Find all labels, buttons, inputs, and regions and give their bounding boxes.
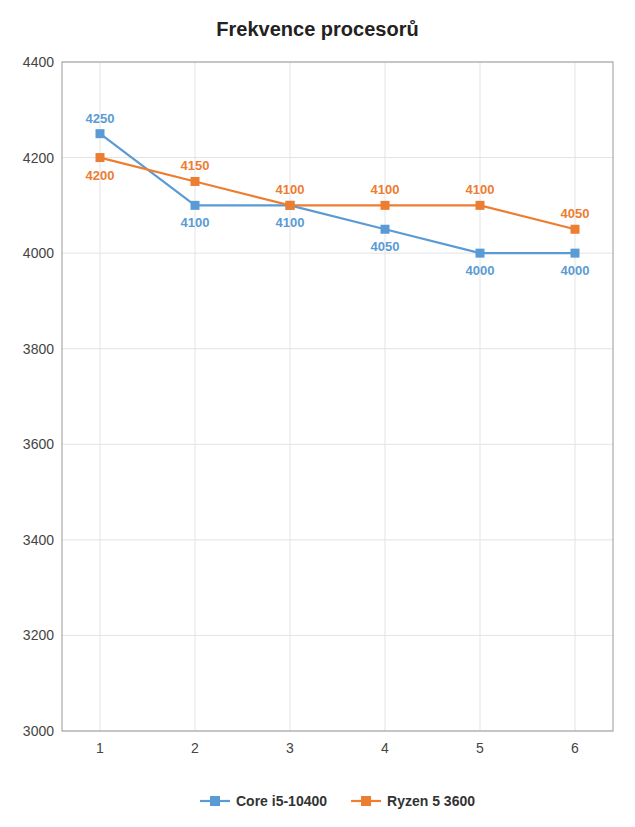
- series-marker: [476, 201, 485, 210]
- series-marker: [381, 225, 390, 234]
- data-label: 4000: [466, 263, 495, 278]
- y-grid-line: [62, 444, 613, 445]
- series-marker: [286, 201, 295, 210]
- y-tick-label: 3400: [23, 532, 54, 548]
- series-marker: [191, 177, 200, 186]
- data-label: 4050: [561, 206, 590, 221]
- series-marker: [476, 249, 485, 258]
- data-label: 4050: [371, 239, 400, 254]
- data-label: 4100: [466, 182, 495, 197]
- y-grid-line: [62, 539, 613, 540]
- data-label: 4200: [86, 168, 115, 183]
- legend-marker: [210, 796, 220, 806]
- x-grid-line: [575, 62, 576, 731]
- x-tick-label: 5: [476, 740, 484, 756]
- y-grid-line: [62, 157, 613, 158]
- x-tick-label: 1: [96, 740, 104, 756]
- chart-svg: Frekvence procesorů 3000 3200 3400 3600 3800 4…: [0, 0, 635, 827]
- data-label: 4100: [371, 182, 400, 197]
- series-marker: [286, 201, 295, 210]
- axes: 3000 3200 3400 3600 3800 4000 4200 4400 1 2 3 4 5 6: [23, 54, 613, 756]
- series-marker: [571, 225, 580, 234]
- x-grid-line: [290, 62, 291, 731]
- legend-label: Ryzen 5 3600: [387, 793, 475, 809]
- y-grid-line: [62, 348, 613, 349]
- y-tick-label: 3000: [23, 723, 54, 739]
- chart-container: Frekvence procesorů 3000 3200 3400 3600 3800 4…: [0, 0, 635, 827]
- data-label: 4000: [561, 263, 590, 278]
- x-grid-line: [100, 62, 101, 731]
- series-line: [100, 134, 575, 253]
- chart-title: Frekvence procesorů: [216, 18, 418, 40]
- y-tick-label: 4000: [23, 245, 54, 261]
- series-marker: [381, 201, 390, 210]
- y-tick-label: 3800: [23, 341, 54, 357]
- legend-marker: [361, 796, 371, 806]
- y-tick-label: 4200: [23, 150, 54, 166]
- series-marker: [571, 249, 580, 258]
- y-tick-label: 3200: [23, 627, 54, 643]
- legend-label: Core i5-10400: [236, 793, 327, 809]
- x-tick-label: 2: [191, 740, 199, 756]
- series-marker: [96, 153, 105, 162]
- y-tick-label: 4400: [23, 54, 54, 70]
- x-tick-label: 3: [286, 740, 294, 756]
- y-grid-line: [62, 635, 613, 636]
- series-line: [100, 158, 575, 230]
- data-label: 4100: [181, 215, 210, 230]
- x-tick-label: 4: [381, 740, 389, 756]
- data-label: 4250: [86, 111, 115, 126]
- x-grid-line: [385, 62, 386, 731]
- series-marker: [191, 201, 200, 210]
- plot-frame: [62, 62, 613, 731]
- legend-item: Core i5-10400: [200, 793, 327, 809]
- data-label: 4150: [181, 158, 210, 173]
- legend-item: Ryzen 5 3600: [351, 793, 475, 809]
- legend: Core i5-10400 Ryzen 5 3600: [200, 793, 475, 809]
- x-tick-label: 6: [571, 740, 579, 756]
- data-labels: 4250 4100 4100 4050 4000 4000 4200 4150 4100 4100…: [86, 111, 590, 278]
- data-label: 4100: [276, 215, 305, 230]
- x-grid-line: [480, 62, 481, 731]
- series-marker: [96, 129, 105, 138]
- data-label: 4100: [276, 182, 305, 197]
- grid: [62, 62, 613, 731]
- y-tick-label: 3600: [23, 436, 54, 452]
- plot-marks: [96, 129, 580, 257]
